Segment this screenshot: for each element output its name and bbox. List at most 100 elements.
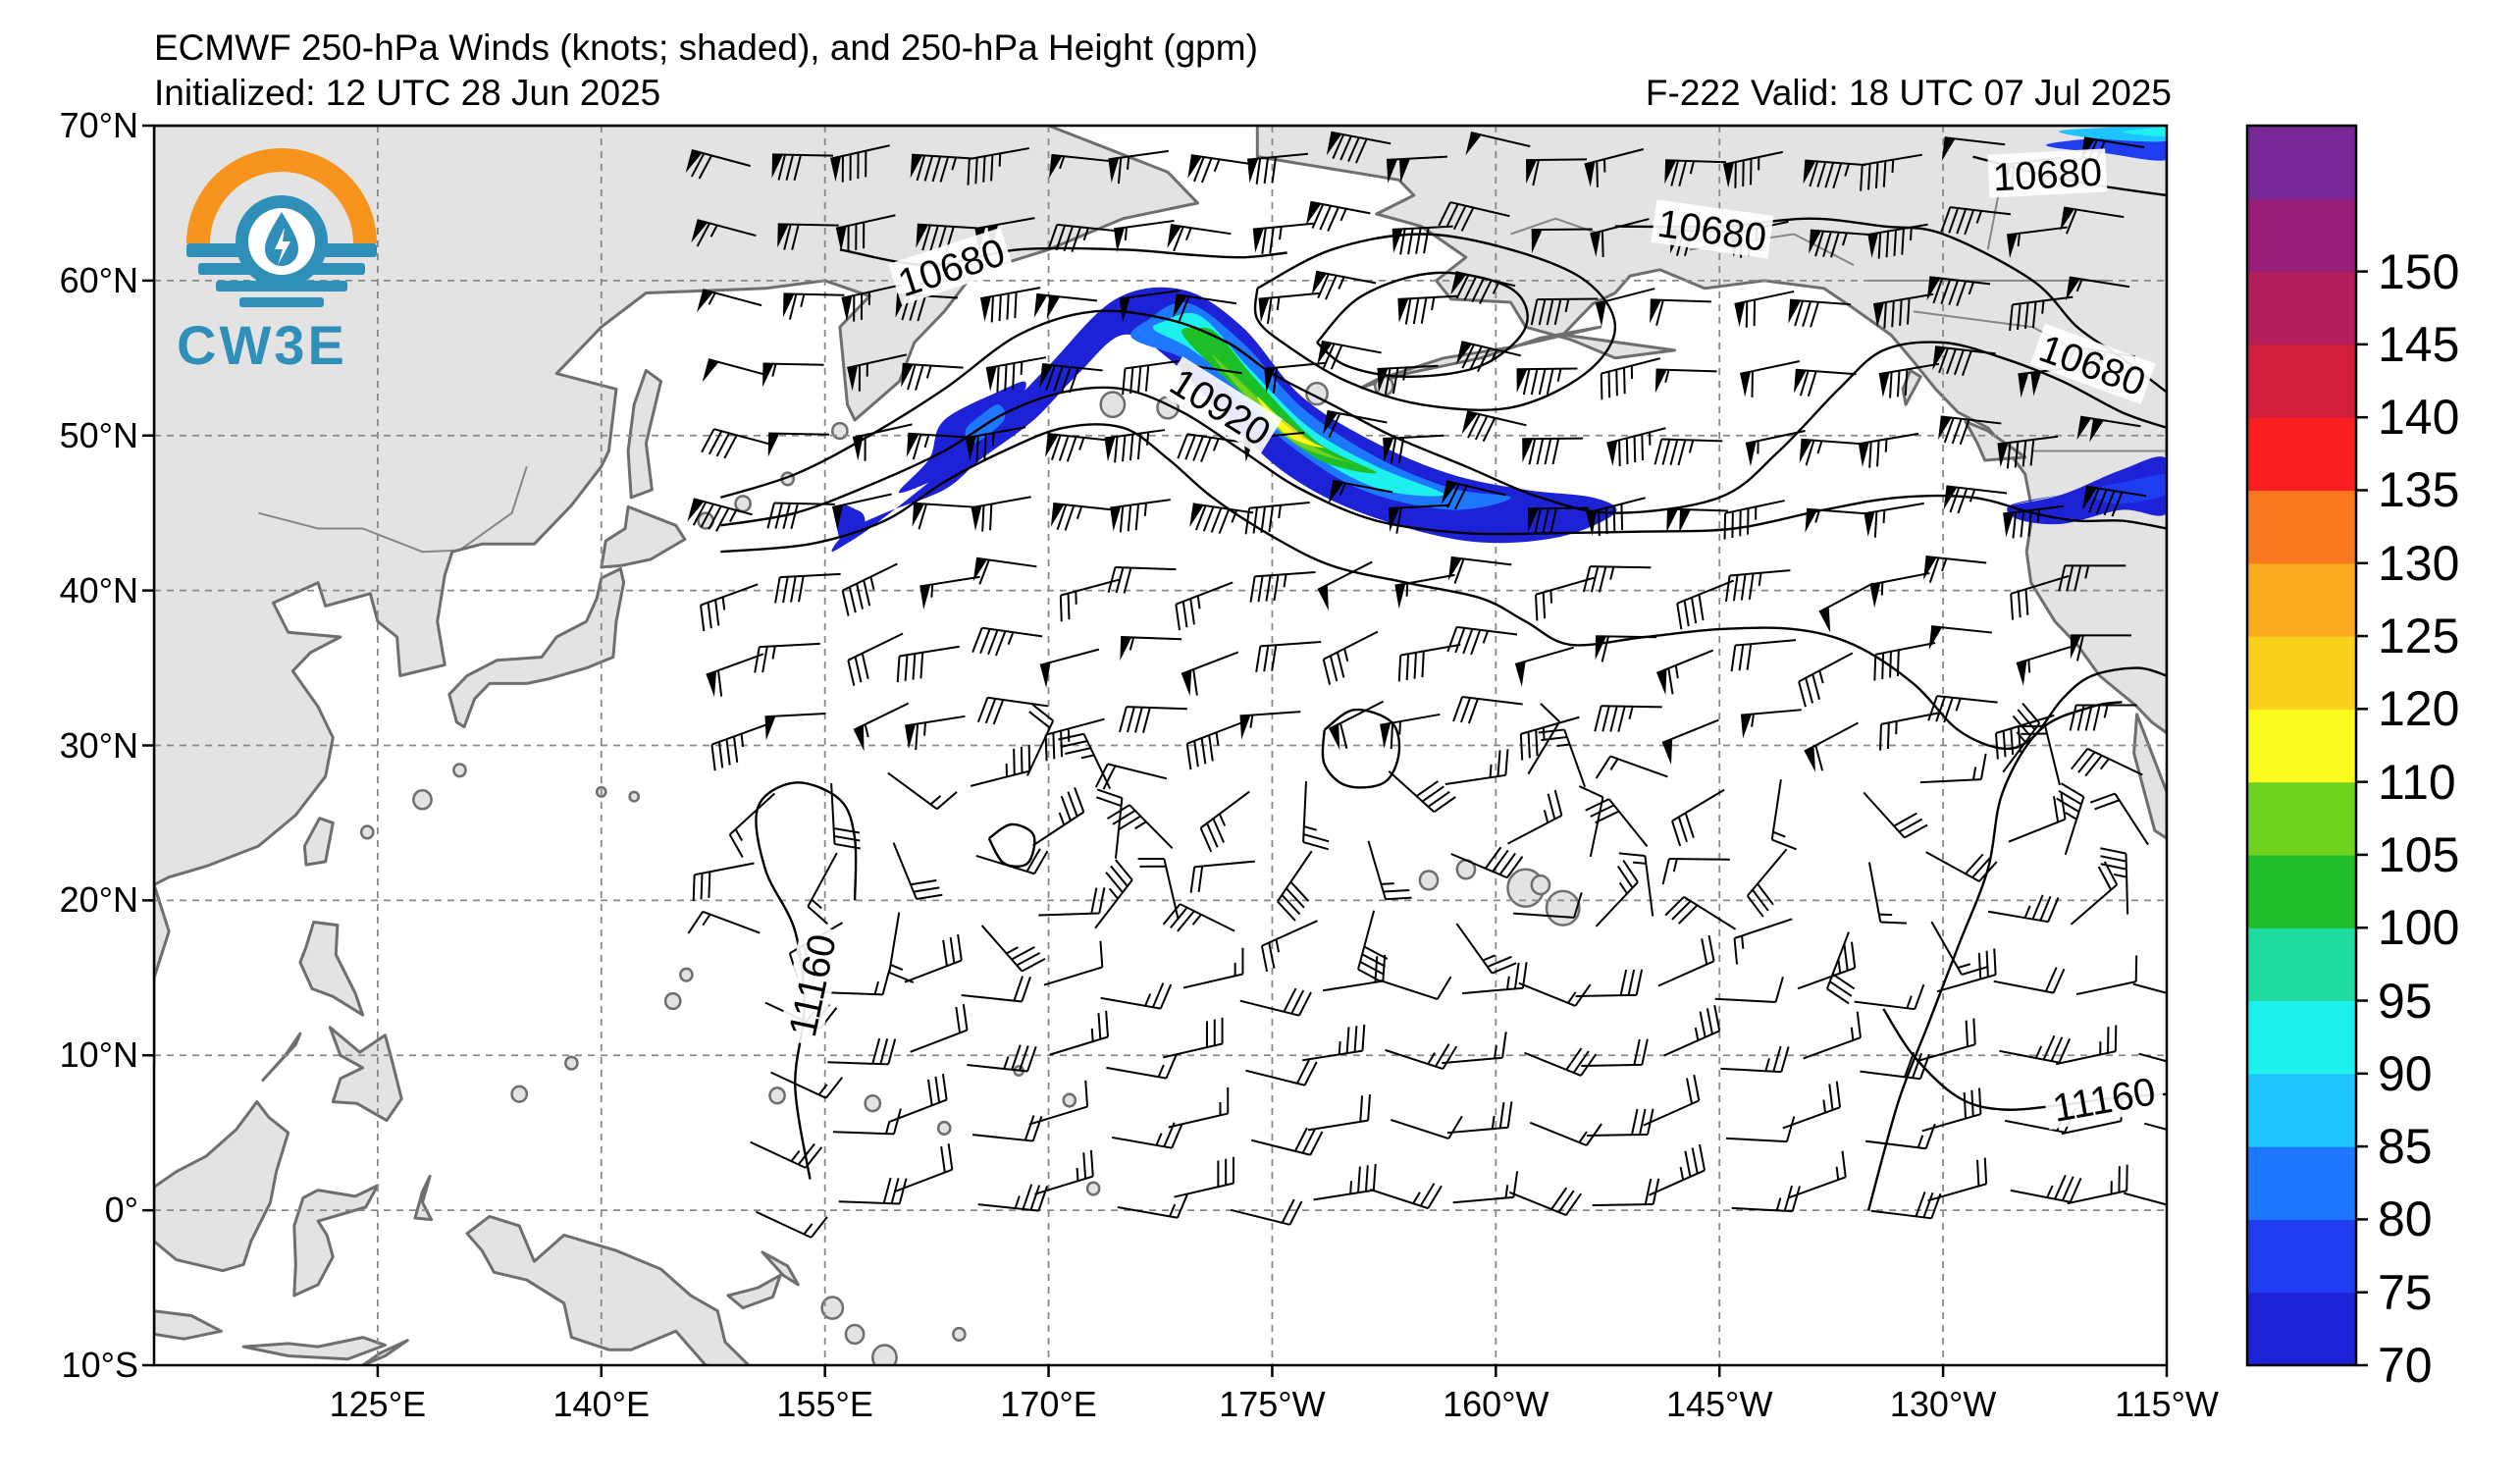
wind-barb-282: [1385, 1043, 1458, 1070]
height-contour-5: [720, 423, 2167, 751]
wind-barb-328: [1649, 1144, 1706, 1196]
wind-barb-158: [1446, 625, 1518, 656]
height-contour-4: [720, 386, 2167, 536]
wind-barb-316: [838, 1177, 908, 1205]
wind-barb-227: [1925, 851, 1998, 882]
colorbar-label: 105: [2378, 826, 2460, 882]
wind-barb-60: [1926, 276, 1991, 306]
lat-label: 20°N: [59, 879, 138, 921]
wind-barb-208: [2019, 724, 2061, 786]
height-contour-10: [755, 781, 858, 1180]
wind-barb-202: [1595, 755, 1668, 779]
wind-barb-141: [1724, 569, 1791, 603]
wind-barb-122: [1864, 502, 1924, 538]
wind-barb-11: [1465, 132, 1531, 156]
wind-barb-2: [830, 144, 890, 183]
wind-barb-46: [980, 287, 1041, 323]
wind-barb-303: [1390, 1115, 1463, 1140]
wind-barb-62: [2066, 276, 2130, 301]
wind-barb-324: [1370, 1183, 1443, 1210]
palawan: [261, 1032, 302, 1082]
colorbar-bin-4: [2247, 1000, 2356, 1075]
wind-barb-151: [971, 626, 1043, 657]
wind-barb-235: [1038, 887, 1106, 917]
wind-barb-224: [1661, 858, 1730, 885]
island-19: [452, 763, 467, 778]
wind-barb-108: [912, 502, 975, 530]
wind-barb-184: [1804, 721, 1859, 772]
island-10: [864, 1094, 882, 1113]
wind-barb-278: [1106, 1053, 1178, 1080]
wind-barb-253: [821, 969, 891, 996]
wind-barb-147: [706, 653, 764, 698]
wind-barb-136: [1394, 573, 1455, 609]
wind-barb-81: [1932, 345, 1996, 376]
wind-barb-40: [2006, 226, 2068, 259]
wind-barb-102: [1938, 415, 2002, 446]
wind-barb-9: [1326, 131, 1391, 164]
wind-barb-333: [2010, 1174, 2082, 1203]
wind-barb-285: [1581, 1038, 1649, 1067]
wind-barb-112: [1189, 503, 1254, 534]
wind-barb-251: [2100, 847, 2129, 915]
wind-barb-50: [1258, 291, 1320, 325]
wind-barb-181: [1594, 705, 1662, 732]
axis-ticks: [142, 124, 2169, 1377]
wind-barb-265: [1657, 934, 1715, 987]
wind-barb-222: [1578, 785, 1604, 858]
wind-barb-134: [1249, 570, 1316, 603]
wind-barb-162: [1730, 639, 1797, 672]
jet-us-75: [2089, 474, 2167, 504]
wind-barb-135: [1317, 560, 1373, 611]
wind-barb-153: [1120, 636, 1182, 662]
wind-barb-236: [1094, 859, 1133, 929]
wind-barb-23: [835, 214, 896, 252]
wind-barb-302: [1307, 1093, 1371, 1132]
wind-barb-38: [1867, 223, 1928, 259]
wind-barb-231: [687, 910, 761, 934]
wind-barb-317: [895, 1143, 954, 1192]
wind-barb-246: [1733, 918, 1793, 965]
wind-barb-57: [1734, 290, 1795, 328]
wind-barb-142: [1818, 582, 1874, 633]
wind-barb-79: [1794, 368, 1857, 397]
wind-barb-160: [1595, 635, 1657, 662]
timor: [361, 1339, 409, 1365]
colorbar-label: 125: [2378, 609, 2460, 664]
wind-barb-101: [1858, 432, 1919, 468]
wind-barb-163: [1798, 652, 1854, 708]
wind-barb-211: [807, 852, 838, 925]
gridlines: [154, 126, 2167, 1365]
colorbar-label: 95: [2378, 973, 2433, 1029]
wind-barb-125: [2082, 485, 2147, 517]
wind-barb-197: [1302, 781, 1330, 851]
wind-barb-67: [985, 356, 1047, 393]
wind-barb-116: [1441, 480, 1506, 510]
wind-barb-193: [1026, 704, 1055, 776]
lon-label: 130°W: [1889, 1384, 1997, 1424]
wind-barb-191: [887, 771, 958, 811]
wind-barb-69: [1122, 359, 1186, 396]
wind-barb-152: [1039, 648, 1100, 688]
halmahera: [413, 1174, 434, 1222]
wind-barb-212: [892, 842, 943, 901]
wind-barb-3: [910, 153, 973, 183]
height-contour-7: [1316, 271, 1529, 378]
colorbar-label: 85: [2378, 1119, 2433, 1175]
wind-barb-75: [1516, 367, 1578, 396]
colorbar-label: 150: [2378, 243, 2460, 299]
island-31: [871, 1344, 898, 1365]
colorbar-bin-12: [2247, 417, 2356, 492]
wind-barb-326: [1509, 1187, 1582, 1216]
wind-barb-33: [1531, 228, 1593, 254]
island-11: [936, 1120, 952, 1137]
lon-label: 155°E: [776, 1384, 873, 1424]
wind-barb-63: [702, 358, 768, 383]
wind-barb-87: [906, 432, 970, 460]
wind-barb-299: [1111, 1122, 1183, 1149]
wind-barb-14: [1664, 159, 1727, 187]
wind-barb-4: [967, 147, 1029, 185]
colorbar-bin-13: [2247, 344, 2356, 418]
wind-barb-186: [1927, 695, 1998, 723]
